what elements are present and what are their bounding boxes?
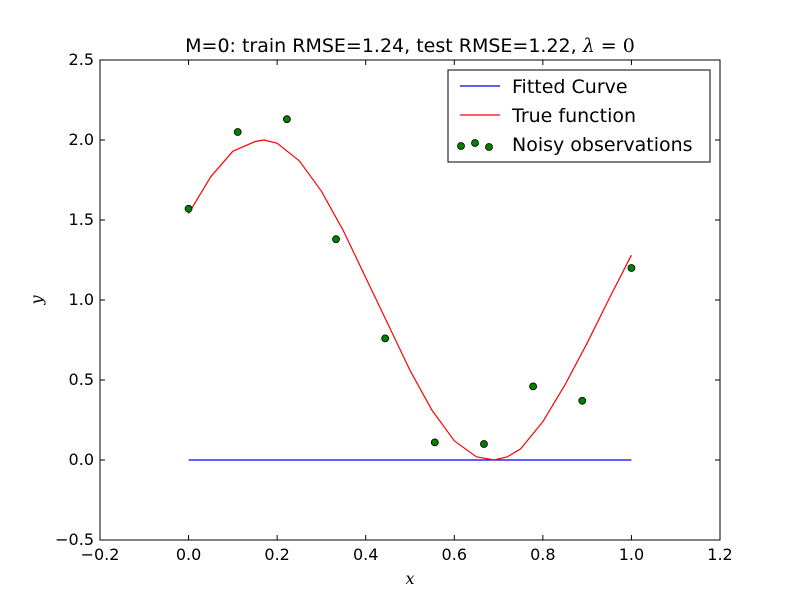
data-point-3 (282, 115, 291, 124)
y-tick-label: 0.0 (69, 450, 94, 469)
y-tick-label: 2.5 (69, 50, 94, 69)
data-point-5 (381, 334, 390, 343)
x-tick-label: 1.0 (619, 545, 644, 564)
x-tick-label: −0.2 (81, 545, 120, 564)
y-tick-label: −0.5 (55, 530, 94, 549)
x-tick-label: 0.8 (530, 545, 555, 564)
lambda-value: = 0 (595, 35, 635, 57)
x-tick-label: 0.6 (442, 545, 467, 564)
y-axis: −0.5 0.0 0.5 1.0 1.5 2.0 2.5 (55, 50, 720, 549)
y-tick-label: 2.0 (69, 130, 94, 149)
chart-title: M=0: train RMSE=1.24, test RMSE=1.22, λ … (185, 35, 635, 57)
points-layer (184, 115, 636, 448)
legend-marker-noisy-3 (485, 143, 493, 151)
y-tick-label: 1.5 (69, 210, 94, 229)
curves-layer (188, 139, 632, 461)
data-point-8 (529, 382, 538, 391)
legend-marker-noisy-1 (457, 142, 465, 150)
y-axis-label: y (27, 295, 46, 306)
legend-marker-noisy-2 (471, 139, 479, 147)
x-axis-label: x (405, 569, 414, 588)
y-tick-label: 1.0 (69, 290, 94, 309)
data-point-2 (233, 128, 242, 136)
data-point-4 (332, 235, 340, 244)
data-point-10 (627, 264, 636, 272)
x-tick-label: 0.0 (176, 545, 201, 564)
legend-label-noisy-observations: Noisy observations (512, 134, 693, 156)
series-line-true-function (188, 139, 632, 461)
data-point-1 (184, 204, 193, 213)
x-axis: −0.2 0.0 0.2 0.4 0.6 0.8 1.0 1.2 (81, 60, 733, 564)
x-tick-label: 1.2 (707, 545, 732, 564)
data-point-9 (578, 396, 587, 405)
x-tick-label: 0.2 (264, 545, 289, 564)
data-point-6 (430, 438, 439, 447)
data-point-7 (480, 440, 488, 448)
legend-label-fitted-curve: Fitted Curve (512, 76, 628, 98)
lambda-symbol: λ (582, 35, 595, 57)
legend: Fitted Curve True function Noisy observa… (447, 69, 711, 163)
x-tick-label: 0.4 (353, 545, 378, 564)
y-tick-label: 0.5 (69, 370, 94, 389)
legend-label-true-function: True function (511, 105, 636, 127)
